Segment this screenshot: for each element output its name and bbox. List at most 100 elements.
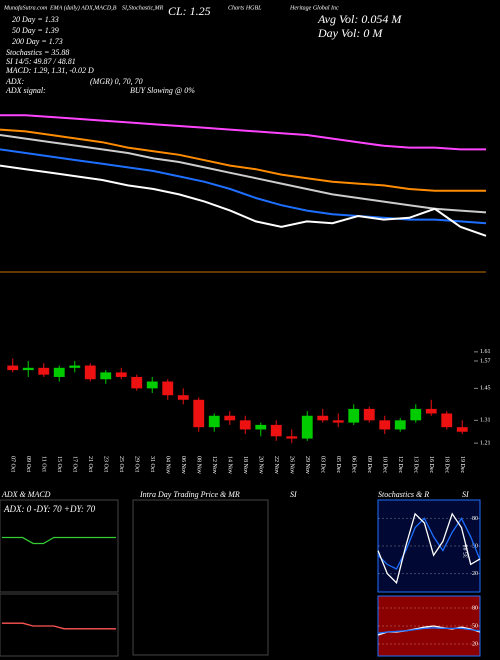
y-tick-label: 1.57 <box>480 358 491 364</box>
y-tick-label: 80 <box>472 516 478 522</box>
x-tick-label: 17 Oct <box>71 456 77 472</box>
x-tick-label: 12 Nov <box>211 456 217 474</box>
candle-body <box>208 415 220 428</box>
series-line <box>0 164 487 237</box>
panel-title: ADX & MACD <box>1 490 51 499</box>
candle-body <box>53 367 65 377</box>
x-tick-label: 05 Dec <box>335 456 341 473</box>
candle-body <box>115 372 127 377</box>
x-tick-label: 23 Oct <box>102 456 108 472</box>
y-tick-label: 1.21 <box>480 441 491 447</box>
candle-body <box>317 415 329 421</box>
x-tick-label: 12 Dec <box>397 456 403 473</box>
macd: MACD: 1.29, 1.31, -0.02 D <box>5 66 94 75</box>
ma50: 50 Day = 1.39 <box>12 26 59 35</box>
x-tick-label: 10 Dec <box>381 456 387 473</box>
adx-signal: ADX signal: <box>5 86 46 95</box>
x-tick-label: 29 Nov <box>304 456 310 474</box>
close: CL: 1.25 <box>168 4 211 18</box>
series-line <box>0 148 487 225</box>
panel-frame <box>0 593 119 657</box>
series-line <box>0 134 487 214</box>
series-line <box>0 114 486 151</box>
candle-body <box>441 413 453 428</box>
x-tick-label: 22 Nov <box>273 456 279 474</box>
series-line <box>2 536 116 545</box>
y-tick-label: 1.61 <box>480 349 491 355</box>
candle-body <box>162 381 174 396</box>
x-tick-label: 11 Oct <box>40 456 46 472</box>
candle-body <box>146 381 158 389</box>
ma200: 200 Day = 1.73 <box>12 37 63 46</box>
candle-body <box>224 415 236 421</box>
candle-body <box>270 424 282 437</box>
site: MunafaSutra.com <box>3 4 48 11</box>
x-tick-label: 18 Dec <box>443 456 449 473</box>
adx: ADX: <box>5 77 25 86</box>
candle-body <box>348 408 360 423</box>
panel-frame <box>0 499 119 593</box>
x-tick-label: 07 Oct <box>9 456 15 472</box>
x-tick-label: 16 Dec <box>428 456 434 473</box>
avg-vol: Avg Vol: 0.054 M <box>317 12 402 26</box>
y-tick-label: 20 <box>472 641 478 647</box>
panel-title: SI <box>462 490 469 499</box>
candle-body <box>394 420 406 430</box>
candle-body <box>363 408 375 421</box>
candle-body <box>131 376 143 389</box>
panel-title: Stochastics & R <box>378 490 429 499</box>
candle-body <box>193 399 205 428</box>
y-tick-label: 80 <box>472 605 478 611</box>
x-tick-label: 06 Nov <box>180 456 186 474</box>
panel-title: SI <box>290 490 297 499</box>
ma20: 20 Day = 1.33 <box>12 15 59 24</box>
candle-body <box>301 415 313 439</box>
series-line <box>2 622 116 630</box>
x-tick-label: 19 Dec <box>459 456 465 473</box>
x-tick-label: 25 Oct <box>118 456 124 472</box>
candle-body <box>425 408 437 414</box>
day-vol: Day Vol: 0 M <box>317 26 383 40</box>
charts: Charts HGBL <box>228 5 262 11</box>
x-tick-label: 08 Nov <box>195 456 201 474</box>
x-tick-label: 31 Oct <box>149 456 155 472</box>
x-tick-label: 13 Dec <box>412 456 418 473</box>
candle-body <box>239 420 251 430</box>
candle-body <box>69 365 81 368</box>
header-left: EMA (daily) ADX,MACD,B <box>49 4 117 11</box>
si: SI 14/5: 49.87 / 48.81 <box>6 57 76 66</box>
candle-body <box>100 372 112 380</box>
adx-values: ADX: 0 -DY: 70 +DY: 70 <box>3 504 96 514</box>
annotation: 35.88 <box>463 545 469 559</box>
y-tick-label: 1.45 <box>480 386 491 392</box>
x-tick-label: 04 Nov <box>164 456 170 474</box>
y-tick-label: 1.31 <box>480 418 491 424</box>
x-tick-label: 21 Oct <box>87 456 93 472</box>
adx-value: (MGR) 0, 70, 70 <box>90 77 143 86</box>
panel-title: Intra Day Trading Price & MR <box>139 490 240 499</box>
candle-body <box>456 427 468 432</box>
y-tick-label: 50 <box>472 623 478 629</box>
candle-body <box>7 365 19 371</box>
x-tick-label: 03 Dec <box>319 456 325 473</box>
adx-signal-value: BUY Slowing @ 0% <box>130 86 195 95</box>
candle-body <box>177 395 189 400</box>
x-tick-label: 06 Dec <box>350 456 356 473</box>
company: Heritage Global Inc <box>289 5 339 11</box>
series-line <box>0 128 486 192</box>
x-tick-label: 15 Oct <box>56 456 62 472</box>
candle-body <box>410 408 422 421</box>
header-mid: SI,Stochastic,MR <box>122 5 164 11</box>
series-line <box>377 517 481 570</box>
series-line <box>377 627 481 634</box>
y-tick-label: 20 <box>472 571 478 577</box>
candle-body <box>22 367 34 371</box>
x-tick-label: 09 Oct <box>25 456 31 472</box>
x-tick-label: 14 Nov <box>226 456 232 474</box>
candle-body <box>255 424 267 430</box>
candle-body <box>38 367 50 375</box>
series-line <box>377 512 481 585</box>
stoch: Stochastics = 35.88 <box>6 48 69 57</box>
candle-body <box>332 420 344 423</box>
